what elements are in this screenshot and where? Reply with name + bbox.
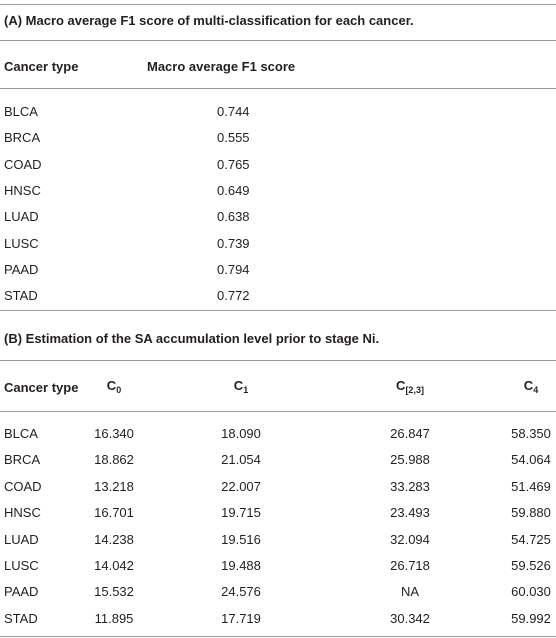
header-cell: Cancer type xyxy=(4,380,79,395)
cell: 16.340 xyxy=(94,426,134,441)
cell: 60.030 xyxy=(511,584,551,600)
cell: LUSC xyxy=(4,558,39,573)
cell: 23.493 xyxy=(390,505,430,521)
cell: 24.576 xyxy=(221,584,261,600)
cell: BLCA xyxy=(4,426,38,441)
cell: 0.794 xyxy=(217,261,250,277)
cell: LUSC xyxy=(4,235,39,251)
cell: 19.715 xyxy=(221,505,261,521)
cell: 54.064 xyxy=(511,452,551,468)
cell: 58.350 xyxy=(511,426,551,441)
header-text: C xyxy=(106,378,117,393)
header-cell: C1 xyxy=(234,378,248,398)
cell: 22.007 xyxy=(221,478,261,494)
cell: 21.054 xyxy=(221,452,261,468)
cell: COAD xyxy=(4,156,42,172)
cell: BRCA xyxy=(4,452,41,468)
cell: STAD xyxy=(4,288,38,304)
rule xyxy=(0,4,556,5)
cell: 15.532 xyxy=(94,584,134,600)
header-sub: 4 xyxy=(533,385,539,395)
header-cell: C0 xyxy=(107,378,121,398)
cell: 0.555 xyxy=(217,130,250,146)
cell: 17.719 xyxy=(221,610,261,626)
cell: HNSC xyxy=(4,182,41,198)
cell: 13.218 xyxy=(94,478,134,494)
cell: 0.744 xyxy=(217,104,250,119)
cell: 51.469 xyxy=(511,478,551,494)
header-cell: C[2,3] xyxy=(396,378,424,398)
header-text: C xyxy=(233,378,244,393)
cell: 32.094 xyxy=(390,531,430,547)
cell: 30.342 xyxy=(390,610,430,626)
cell: HNSC xyxy=(4,505,41,521)
cell: 0.638 xyxy=(217,209,250,225)
cell: 19.516 xyxy=(221,531,261,547)
header-cell: Macro average F1 score xyxy=(147,59,296,74)
header-sub: [2,3] xyxy=(405,385,424,395)
rule xyxy=(0,411,556,412)
rule xyxy=(0,88,556,89)
header-text: C xyxy=(396,378,406,393)
cell: PAAD xyxy=(4,261,39,277)
cell: LUAD xyxy=(4,209,39,225)
cell: 26.718 xyxy=(390,558,430,573)
header-sub: 1 xyxy=(243,385,249,395)
cell: 26.847 xyxy=(390,426,430,441)
cell: 14.238 xyxy=(94,531,134,547)
cell: 59.526 xyxy=(511,558,551,573)
cell: COAD xyxy=(4,478,42,494)
cell: 19.488 xyxy=(221,558,261,573)
cell: NA xyxy=(400,584,420,600)
cell: 0.765 xyxy=(217,156,250,172)
header-cell: C4 xyxy=(524,378,538,398)
cell: 14.042 xyxy=(94,558,134,573)
rule xyxy=(0,310,556,311)
cell: BLCA xyxy=(4,104,38,119)
cell: BRCA xyxy=(4,130,41,146)
rule xyxy=(0,360,556,361)
cell: 0.772 xyxy=(217,288,250,304)
cell: 59.880 xyxy=(511,505,551,521)
cell: 18.862 xyxy=(94,452,134,468)
rule xyxy=(0,40,556,41)
table-title: (B) Estimation of the SA accumulation le… xyxy=(4,331,380,346)
cell: 54.725 xyxy=(511,531,551,547)
rule xyxy=(0,636,556,637)
cell: PAAD xyxy=(4,584,39,600)
cell: 59.992 xyxy=(511,610,551,626)
cell: 18.090 xyxy=(221,426,261,441)
cell: LUAD xyxy=(4,531,39,547)
cell: 16.701 xyxy=(94,505,134,521)
cell: 0.739 xyxy=(217,235,250,251)
header-cell: Cancer type xyxy=(4,59,79,74)
cell: 11.895 xyxy=(94,610,134,626)
table-title: (A) Macro average F1 score of multi-clas… xyxy=(4,13,414,28)
cell: 33.283 xyxy=(390,478,430,494)
cell: 0.649 xyxy=(217,182,250,198)
header-sub: 0 xyxy=(116,385,122,395)
cell: STAD xyxy=(4,610,38,626)
cell: 25.988 xyxy=(390,452,430,468)
header-text: C xyxy=(523,378,534,393)
